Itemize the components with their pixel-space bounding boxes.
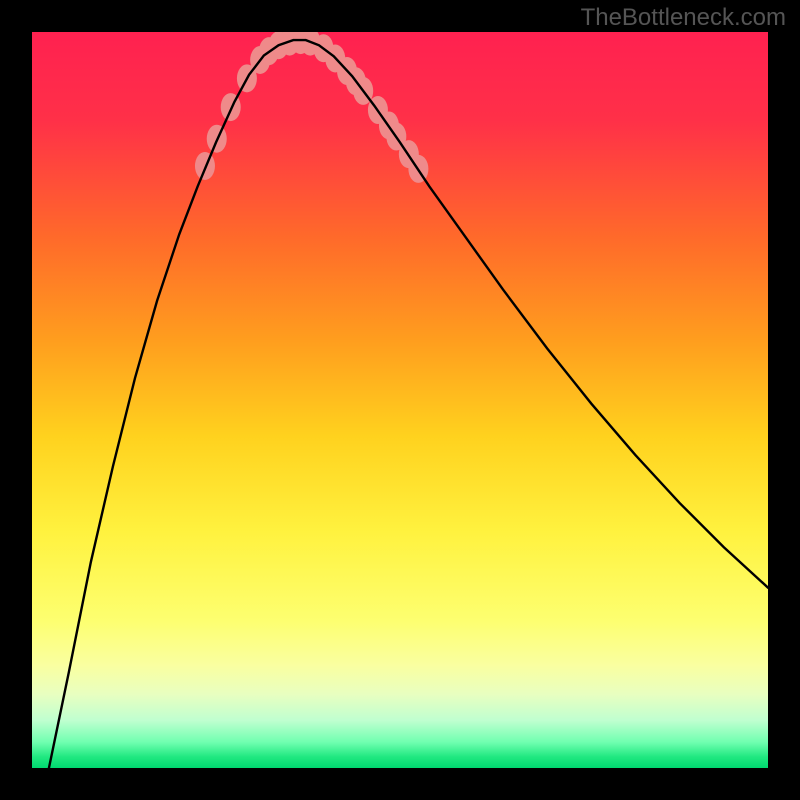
plot-area	[32, 32, 768, 768]
outer-frame: TheBottleneck.com	[0, 0, 800, 800]
chart-svg	[32, 32, 768, 768]
watermark-text: TheBottleneck.com	[581, 4, 786, 32]
